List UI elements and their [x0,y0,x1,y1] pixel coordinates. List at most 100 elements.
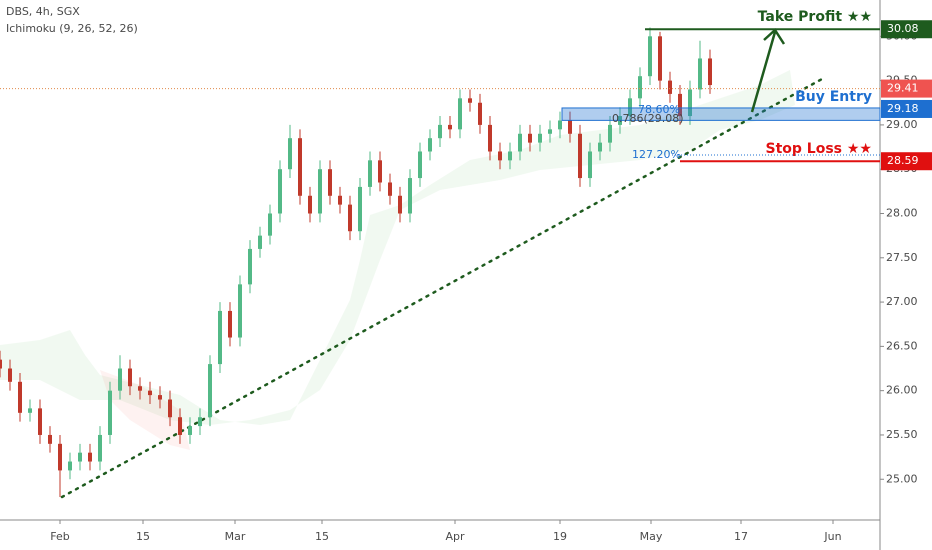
candle-body [368,160,372,187]
x-tick-label: May [640,530,663,543]
x-tick-label: 17 [734,530,748,543]
candle-body [498,151,502,161]
candle-body [38,408,42,435]
candle-body [548,129,552,134]
candle-body [398,195,402,214]
candle-body [558,120,562,130]
candle-body [698,58,702,90]
candle-body [608,124,612,143]
candle-body [648,36,652,77]
y-tick-label: 26.50 [886,339,918,352]
chart-title: DBS, 4h, SGX [6,5,80,18]
x-tick-label: 19 [553,530,567,543]
candle-body [318,169,322,214]
candle-body [438,124,442,139]
x-tick-label: Mar [225,530,246,543]
candle-body [238,284,242,338]
candle-body [528,133,532,143]
y-tick-label: 27.00 [886,295,918,308]
candle-body [68,461,72,471]
x-tick-label: 15 [136,530,150,543]
candle-body [18,381,22,413]
y-tick-label: 25.00 [886,472,918,485]
candle-body [188,426,192,435]
x-tick-label: Feb [50,530,69,543]
candle-body [578,133,582,179]
candle-body [58,443,62,471]
candle-body [78,452,82,462]
candle-body [378,160,382,183]
candle-body [328,169,332,196]
x-tick-label: Apr [445,530,465,543]
candle-body [108,390,112,435]
candle-body [148,390,152,396]
candle-body [308,195,312,214]
indicator-label: Ichimoku (9, 26, 52, 26) [6,22,138,35]
candle-body [348,204,352,232]
buy-entry-zone [561,107,881,121]
fib-label: 127.20% [632,148,681,161]
candle-body [508,151,512,161]
candle-body [98,434,102,462]
price-badge-label: 28.59 [887,154,919,167]
candle-body [458,98,462,130]
price-badge-label: 30.08 [887,22,919,35]
candle-body [538,133,542,143]
candle-body [628,98,632,117]
candle-body [158,395,162,400]
candle-body [278,169,282,214]
candle-body [168,399,172,418]
x-tick-label: Jun [823,530,841,543]
y-tick-label: 25.50 [886,428,918,441]
candle-body [358,186,362,232]
take-profit-arrow [750,28,786,113]
candle-body [678,93,682,117]
level-label: Buy Entry [795,89,872,105]
candle-body [658,36,662,81]
candle-body [298,138,302,196]
price-badge-label: 29.18 [887,102,919,115]
candle-body [688,89,692,117]
price-badge [881,20,932,39]
candle-body [288,138,292,170]
cloud-green [0,70,795,425]
candle-body [568,120,572,134]
y-tick-label: 28.00 [886,206,918,219]
candle-body [638,76,642,99]
candle-body [408,178,412,214]
candle-body [418,151,422,179]
y-tick-label: 26.00 [886,384,918,397]
candle-body [118,368,122,391]
candle-body [338,195,342,205]
candle-body [588,151,592,179]
candle-body [598,142,602,152]
fib-label: 0.786(29.08) [612,112,684,125]
candle-body [138,386,142,391]
candle-body [48,434,52,444]
candle-body [218,310,222,365]
candle-body [0,359,2,369]
candle-body [468,98,472,103]
y-tick-label: 29.00 [886,118,918,131]
candle-body [268,213,272,236]
candle-body [428,138,432,152]
price-badge-label: 29.41 [887,82,919,95]
candle-body [8,368,12,382]
candle-body [128,368,132,387]
candle-body [668,80,672,94]
candle-body [228,310,232,338]
candle-body [478,102,482,125]
level-label: Take Profit ★★ [758,9,872,25]
candle-body [248,248,252,285]
level-label: Stop Loss ★★ [766,141,872,157]
x-tick-label: 15 [315,530,329,543]
ichimoku-cloud [0,70,795,450]
candle-body [448,124,452,130]
cloud-red [100,370,190,450]
candle-body [258,235,262,249]
candle-body [388,182,392,196]
fib-label: 78.60% [638,103,680,116]
candle-body [88,452,92,462]
candle-body [28,408,32,413]
